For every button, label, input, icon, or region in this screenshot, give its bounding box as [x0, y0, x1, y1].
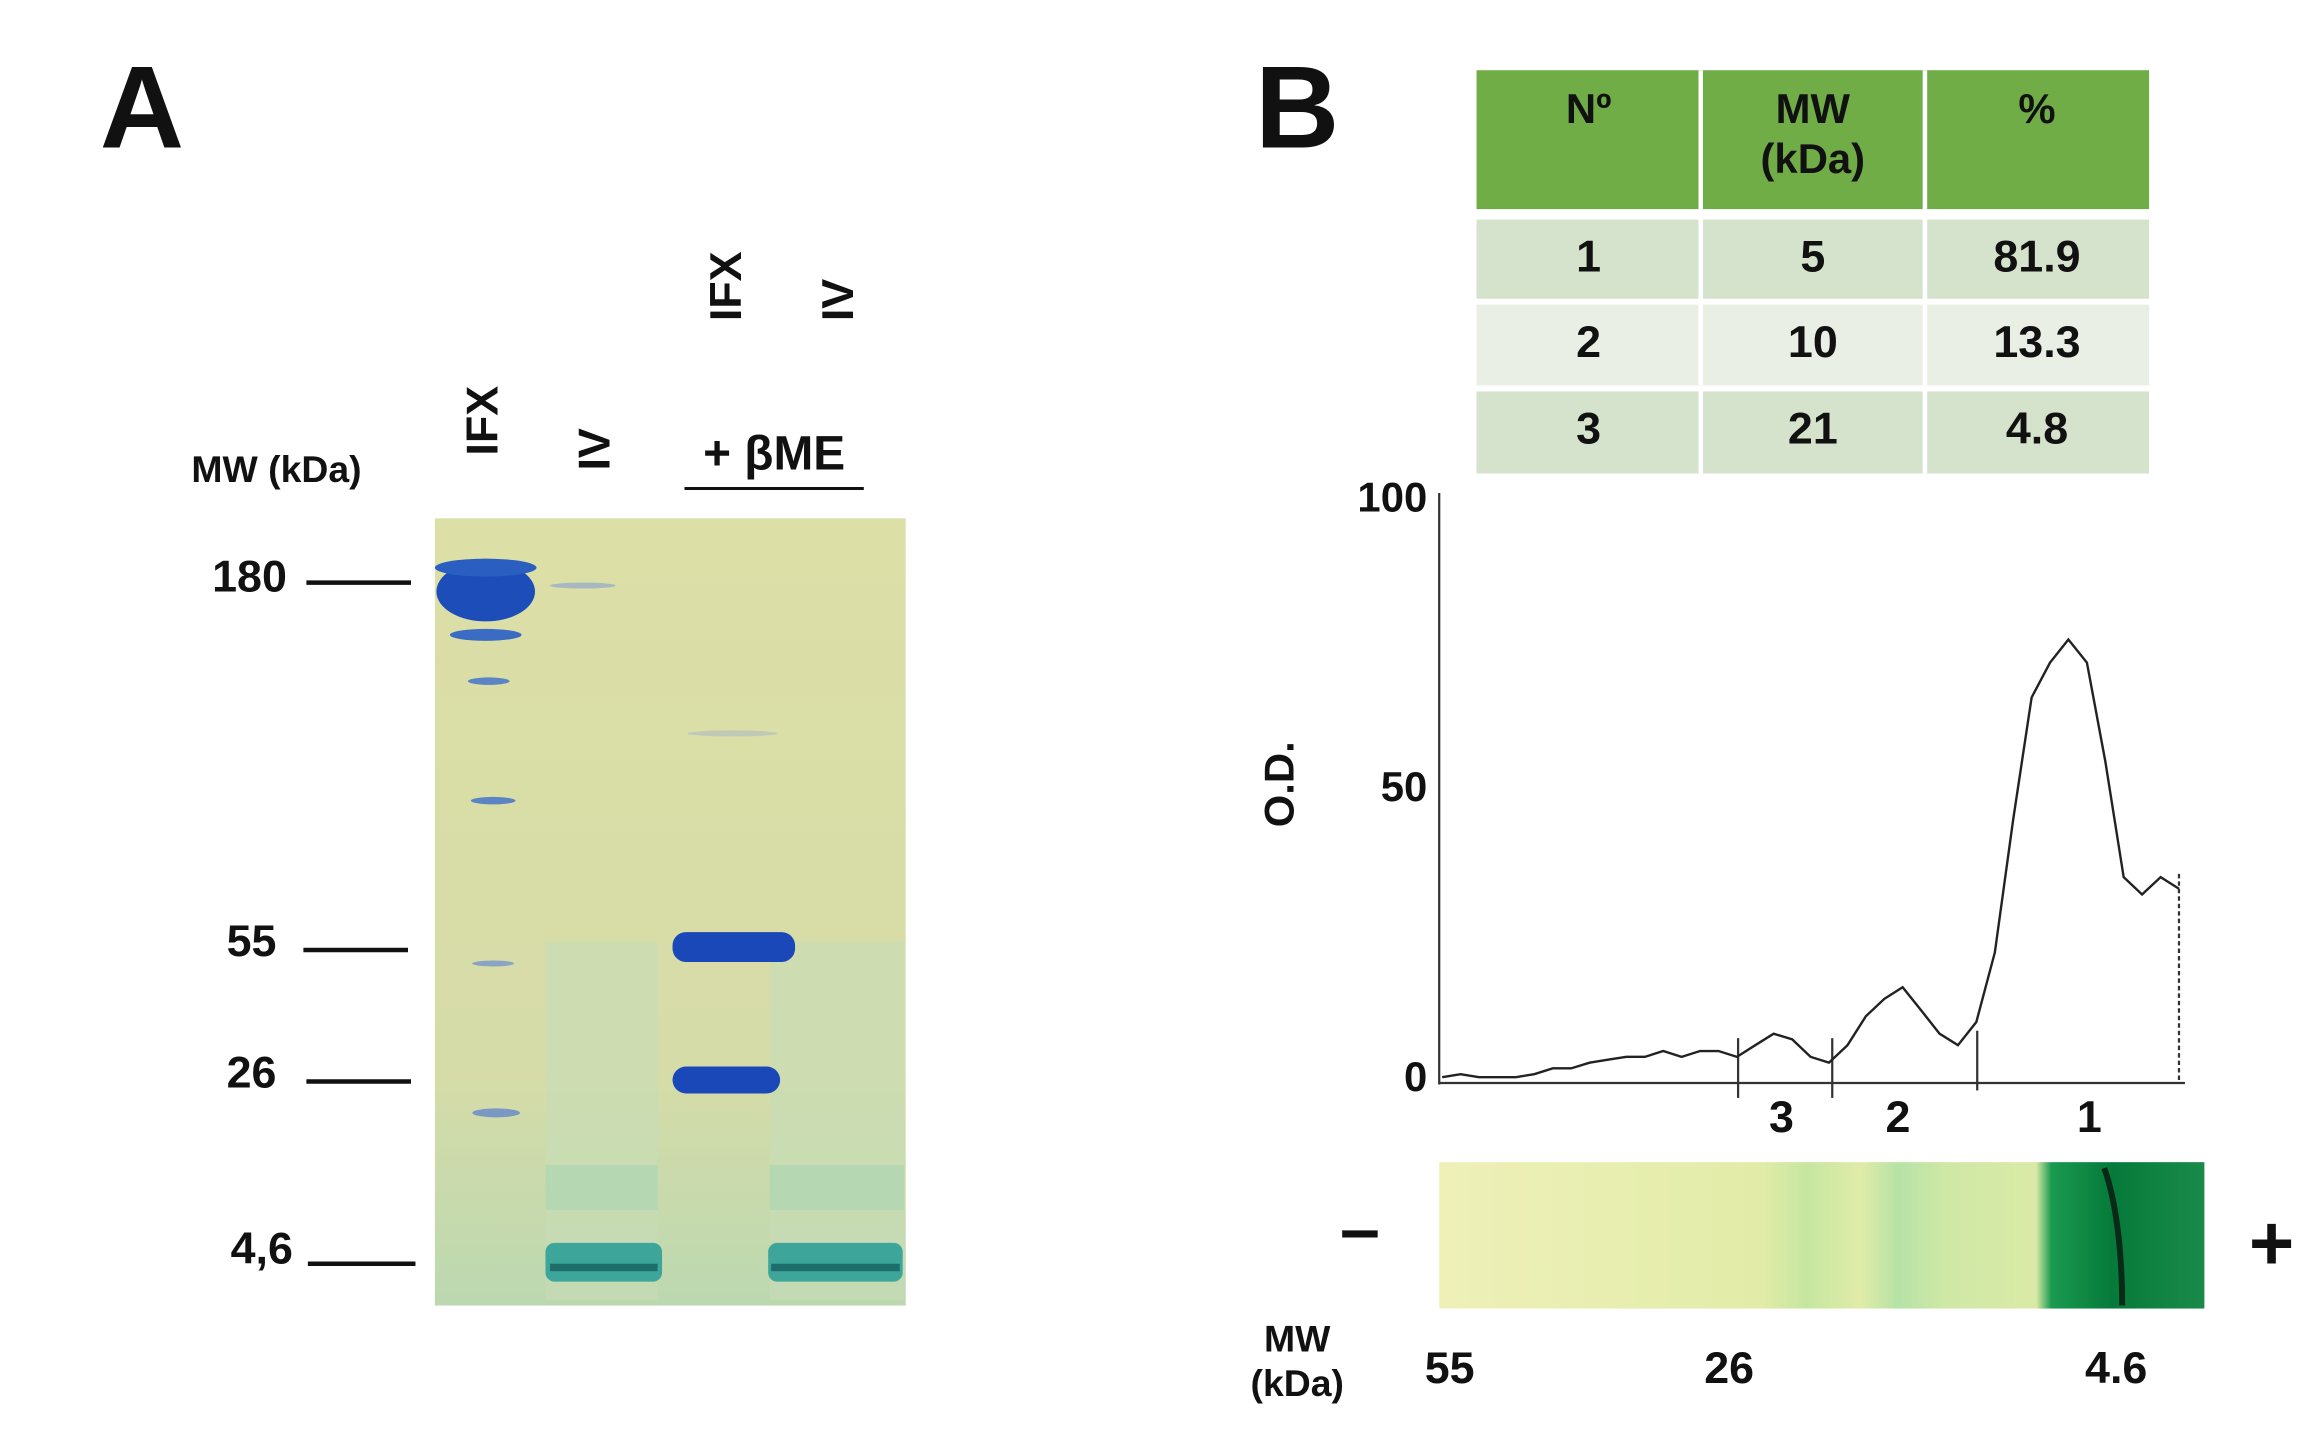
- table-cell: 3: [1576, 404, 1601, 454]
- minus-sign: –: [1340, 1189, 1380, 1269]
- y-tick-label: 0: [1404, 1053, 1427, 1100]
- trace: [1441, 637, 2180, 1079]
- table-header: MW (kDa): [1761, 85, 1866, 182]
- table-cell: 13.3: [1993, 317, 2080, 367]
- panel-label: B: [1255, 41, 1339, 172]
- y-axis-label: O.D.: [1255, 741, 1302, 827]
- marker-label: 26: [227, 1047, 277, 1097]
- table-cell: 81.9: [1993, 232, 2080, 282]
- peak-label: 2: [1886, 1092, 1911, 1142]
- peak-label: 3: [1769, 1092, 1794, 1142]
- y-tick-label: 50: [1381, 763, 1428, 810]
- y-tick-label: 100: [1357, 473, 1427, 520]
- table-header: Nº: [1566, 85, 1611, 132]
- peak-dividers: [1736, 873, 2181, 1098]
- gel-a: [434, 518, 906, 1306]
- marker-label: 180: [212, 551, 287, 601]
- reduced-label: + βME: [703, 428, 845, 481]
- strip-mw-label: MW (kDa): [1251, 1317, 1344, 1404]
- strip-marker: 4.6: [2085, 1343, 2147, 1393]
- lane-label: IFX: [701, 251, 751, 321]
- mw-label: MW (kDa): [191, 448, 361, 490]
- table-cell: 5: [1800, 232, 1825, 282]
- strip-marker: 26: [1704, 1343, 1754, 1393]
- strip-marker: 55: [1425, 1343, 1475, 1393]
- panel-label: A: [100, 41, 184, 172]
- table: [1476, 70, 2150, 474]
- strip-gel: [1439, 1162, 2205, 1309]
- table-cell: 4.8: [2006, 404, 2068, 454]
- lane-label: IV: [813, 279, 863, 321]
- marker-label: 55: [227, 916, 277, 966]
- table-cell: 1: [1576, 232, 1601, 282]
- table-cell: 10: [1788, 317, 1838, 367]
- table-cell: 21: [1788, 404, 1838, 454]
- plus-sign: +: [2249, 1200, 2294, 1286]
- lane-label: IV: [570, 428, 620, 470]
- marker-lines: [303, 580, 416, 1266]
- table-header: %: [2018, 85, 2055, 132]
- peak-label: 1: [2077, 1092, 2102, 1142]
- marker-label: 4,6: [231, 1224, 293, 1274]
- lane-label: IFX: [458, 386, 508, 456]
- table-cell: 2: [1576, 317, 1601, 367]
